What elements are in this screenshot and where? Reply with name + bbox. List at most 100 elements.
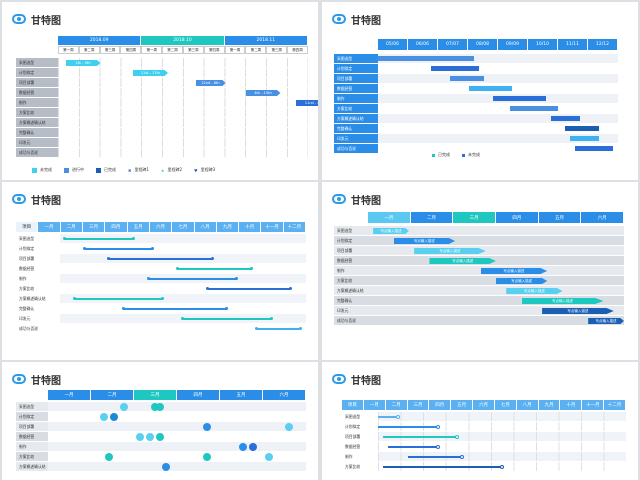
row-cells: 写点输入描述 bbox=[368, 226, 624, 235]
row-cells bbox=[60, 324, 306, 333]
slide-6: 甘特图 项目 一月 二月 三月 四月 五月 六月 七月 八月 九月 十月 十一月 十二月 采图选型 计划拟… bbox=[322, 362, 638, 480]
header-cell: 六月 bbox=[473, 400, 495, 410]
legend-item: ★ 里程碑2 bbox=[160, 167, 183, 173]
task-label: 成功与否说 bbox=[334, 144, 378, 153]
gantt-bar: 写点输入描述 bbox=[542, 308, 614, 314]
row-cells bbox=[48, 432, 306, 441]
slide-title: 甘特图 bbox=[351, 195, 381, 207]
timeline-line bbox=[109, 258, 213, 260]
table-row: 方案概述确认结24th - 29th bbox=[16, 118, 308, 128]
table-row: 数据经营 bbox=[342, 442, 626, 452]
row-cells bbox=[48, 412, 306, 421]
row-cells bbox=[60, 234, 306, 243]
timeline-line bbox=[256, 328, 302, 330]
row-cells bbox=[60, 294, 306, 303]
task-label: 印发元 bbox=[334, 134, 378, 143]
week-cell: 第一周 bbox=[58, 46, 79, 54]
gantt-bar: 写点输入描述 bbox=[480, 268, 548, 274]
timeline-line bbox=[64, 238, 134, 240]
header-cell: 十月 bbox=[239, 222, 262, 232]
legend-item: 未完成 bbox=[32, 167, 52, 173]
timeline-line bbox=[178, 268, 252, 270]
table-row: 成功与否说 bbox=[334, 144, 618, 154]
row-cells bbox=[48, 462, 306, 471]
header-cell: 九月 bbox=[538, 400, 561, 410]
task-rows: 采图选型 计划拟定 项目部署 数据经营 制作 方案比较 方案概述确认结 完整确认 印发元 成功与否… bbox=[334, 54, 618, 154]
header-cell: 七月 bbox=[494, 400, 517, 410]
slide-1: 甘特图 2018.09 2018.10 2018.11 第一周 第二周 第三周 第四周… bbox=[2, 2, 318, 180]
row-cells bbox=[378, 134, 618, 143]
table-row: 数据经营 写点输入描述 bbox=[334, 256, 624, 266]
header-cell: 一月 bbox=[38, 222, 61, 232]
legend-item: ♥ 里程碑3 bbox=[194, 167, 216, 173]
row-cells bbox=[60, 314, 306, 323]
task-label: 印发元 bbox=[334, 306, 368, 315]
task-label: 完整确认 bbox=[334, 124, 378, 133]
milestone-dot bbox=[161, 463, 170, 471]
timeline-line bbox=[207, 288, 292, 290]
header-cell: 二月 bbox=[410, 212, 454, 223]
header-cell: 六月 bbox=[263, 390, 306, 400]
slide-header: 甘特图 bbox=[12, 192, 61, 207]
task-label: 方案概述确认结 bbox=[334, 114, 378, 123]
task-rows: 采图选型 计划拟定 项目部署 数据经营 制作 方案比较 方案概述确认结 bbox=[16, 402, 306, 472]
row-cells: 写点输入描述 bbox=[368, 286, 624, 295]
task-label: 项目部署 bbox=[16, 422, 48, 431]
milestone-dot bbox=[104, 453, 113, 461]
task-label: 制作 bbox=[334, 266, 368, 275]
slide-title: 甘特图 bbox=[31, 15, 61, 27]
task-label: 项目部署 bbox=[342, 432, 378, 441]
header-cell: 五月 bbox=[451, 400, 474, 410]
header-cell: 二月 bbox=[91, 390, 134, 400]
gantt-bar: 4th - 15th bbox=[245, 90, 281, 96]
table-row: 制作 11nd - 22nd bbox=[16, 98, 318, 108]
table-row: 计划拟定 bbox=[342, 422, 626, 432]
row-cells: 写点输入描述 bbox=[368, 316, 624, 325]
header-cell: 三月 bbox=[134, 390, 177, 400]
month-header: 项目 一月 二月 三月 四月 五月 六月 七月 八月 九月 十月 十一月 十二月 bbox=[16, 222, 307, 232]
table-row: 印发元21st - 28th27nd - 29th bbox=[16, 138, 308, 148]
table-row: 制作 bbox=[16, 274, 306, 284]
week-cell: 第三周 bbox=[182, 46, 204, 54]
gantt-bar bbox=[565, 126, 599, 131]
task-label: 制作 bbox=[334, 94, 378, 103]
gantt-bar: 11nd - 22nd bbox=[295, 100, 318, 106]
timeline-line bbox=[407, 456, 463, 458]
row-cells: 写点输入描述 bbox=[368, 276, 624, 285]
table-row: 数据经营 bbox=[16, 432, 306, 442]
gantt-bar: 写点输入描述 bbox=[521, 298, 604, 304]
gantt-bar: 11st - 17th bbox=[133, 70, 168, 76]
timeline-dot bbox=[176, 267, 180, 270]
row-cells bbox=[378, 462, 626, 471]
table-row: 项目部署 写点输入描述 bbox=[334, 246, 624, 256]
slide-4: 甘特图 一月 二月 三月 四月 五月 六月 采图选型 写点输入描述 计划拟定 写点输入描述 项目部… bbox=[322, 182, 638, 360]
header-cell: 09/09 bbox=[498, 39, 528, 50]
row-cells: 22nd - 8th bbox=[58, 78, 308, 87]
task-label: 数据经营 bbox=[16, 264, 60, 273]
row-cells: 11nd - 22nd bbox=[58, 98, 318, 107]
row-cells bbox=[378, 452, 626, 461]
milestone-dot bbox=[156, 433, 165, 441]
gantt-bar: 22nd - 8th bbox=[195, 80, 226, 86]
timeline-line bbox=[123, 308, 228, 310]
task-label: 项目部署 bbox=[334, 246, 368, 255]
timeline-dot bbox=[254, 327, 258, 330]
task-label: 方案概述确认结 bbox=[16, 118, 58, 127]
week-cell: 第四周 bbox=[203, 46, 225, 54]
week-cell: 第三周 bbox=[99, 46, 121, 54]
task-label: 采图选型 bbox=[334, 54, 378, 63]
task-label: 方案概述确认结 bbox=[16, 462, 48, 471]
row-cells: 27th - 29th bbox=[58, 148, 308, 157]
task-label: 成功与否说 bbox=[334, 316, 368, 325]
table-row: 计划拟定 bbox=[16, 412, 306, 422]
header-cell: 四月 bbox=[496, 212, 539, 223]
week-cell: 第一周 bbox=[224, 46, 246, 54]
header-cell: 十一月 bbox=[261, 222, 284, 232]
gantt-bar: 1th - 9th bbox=[65, 60, 101, 66]
table-row: 制作 bbox=[334, 94, 618, 104]
table-row: 采图选型 1th - 9th bbox=[16, 58, 308, 68]
row-cells bbox=[378, 54, 618, 63]
row-cells bbox=[60, 284, 306, 293]
milestone-dot bbox=[151, 403, 160, 411]
gantt-bar bbox=[510, 106, 558, 111]
